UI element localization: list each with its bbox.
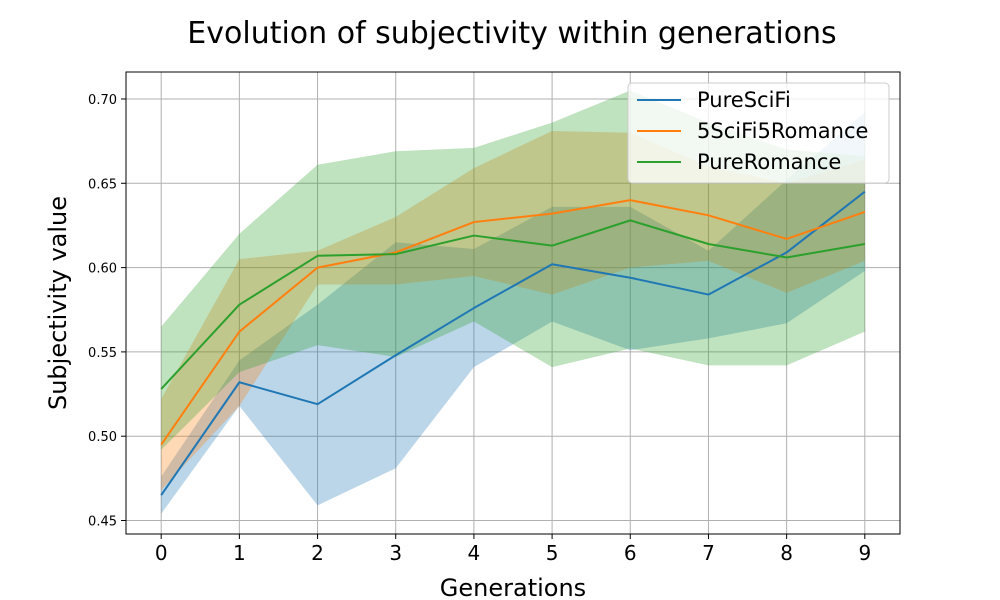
- x-tick-label: 7: [702, 541, 715, 565]
- line-5scifi5romance: [160, 199, 866, 446]
- y-axis-ticks: 0.45 0.50 0.55 0.60 0.65 0.70: [88, 93, 126, 530]
- band-5scifi5romance: [161, 131, 865, 491]
- x-axis-label: Generations: [440, 574, 586, 600]
- y-tick-label: 0.45: [88, 515, 117, 530]
- y-tick-label: 0.65: [88, 177, 117, 192]
- x-tick-label: 6: [624, 541, 637, 565]
- x-tick-label: 2: [311, 541, 324, 565]
- x-tick-label: 4: [468, 541, 481, 565]
- band-purescifi: [161, 112, 865, 514]
- plot-frame: [125, 71, 901, 535]
- x-tick-label: 9: [858, 541, 871, 565]
- x-tick-label: 3: [389, 541, 402, 565]
- chart-title: Evolution of subjectivity within generat…: [187, 16, 836, 51]
- y-axis-label: Subjectivity value: [44, 196, 72, 410]
- x-tick-label: 0: [155, 541, 168, 565]
- y-tick-label: 0.55: [88, 346, 117, 361]
- y-tick-label: 0.70: [88, 93, 117, 108]
- legend-label-pureromance: PureRomance: [697, 150, 841, 174]
- legend: PureSciFi 5SciFi5Romance PureRomance: [627, 82, 890, 184]
- x-tick-label: 1: [233, 541, 246, 565]
- legend-label-purescifi: PureSciFi: [697, 88, 791, 112]
- x-tick-label: 5: [546, 541, 559, 565]
- legend-label-5scifi5romance: 5SciFi5Romance: [697, 119, 868, 143]
- x-axis-ticks: 0 1 2 3 4 5 6 7 8 9: [155, 534, 871, 565]
- y-tick-label: 0.60: [88, 262, 117, 277]
- line-purescifi: [160, 190, 866, 496]
- series-lines: [160, 190, 866, 496]
- legend-box: [627, 82, 890, 184]
- grid: [126, 72, 900, 534]
- y-tick-label: 0.50: [88, 430, 117, 445]
- x-tick-label: 8: [780, 541, 793, 565]
- line-pureromance: [160, 219, 865, 390]
